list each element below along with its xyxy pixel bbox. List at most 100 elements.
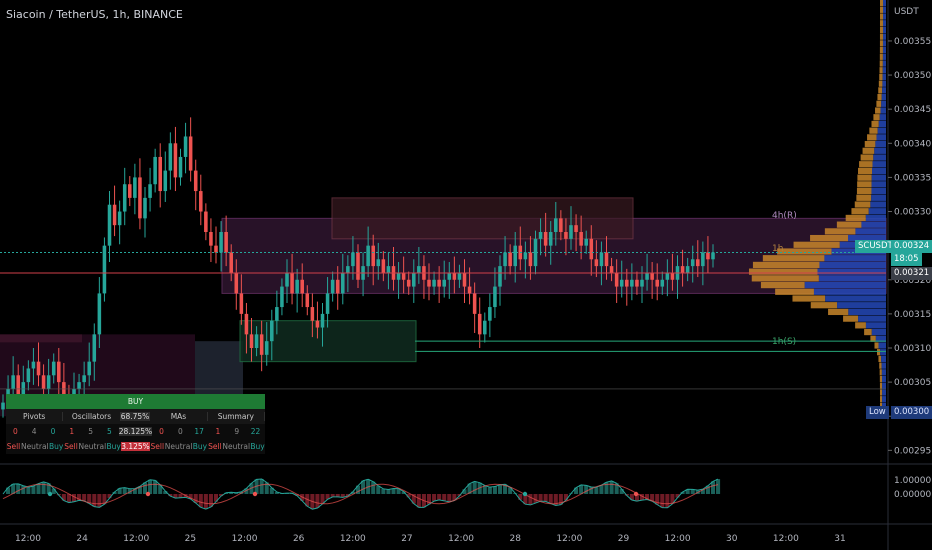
vp-bar-down [854,201,871,208]
vp-bar-up [819,261,886,269]
price-tick-label: 0.00305 [894,378,931,388]
vp-bar-up [874,147,886,154]
candle-body [356,252,360,280]
vp-bar-down [856,194,872,201]
vp-bar-down [824,228,856,235]
vp-bar-up [882,53,886,60]
osc-signal-line [2,483,719,505]
candle-body [412,272,416,287]
vp-bar-up [817,268,886,275]
ma-sell-label: Sell [150,442,165,451]
pivots-sell-value: 0 [13,427,18,436]
vp-bar-up [882,402,886,410]
candle-body [594,259,599,267]
vp-bar-down [845,214,866,222]
ma-neutral-value: 0 [177,427,183,436]
summary-buy-label: Buy [250,442,265,451]
vp-bar-down [879,369,882,376]
vp-bar-down [858,167,873,175]
signal-label: BUY [127,397,144,406]
vp-bar-up [818,275,886,282]
candle-body [188,136,193,171]
candle-body [564,232,568,239]
candle-body [680,266,685,273]
candle-body [168,143,173,171]
vp-bar-up [881,369,886,376]
candle-body [31,361,36,369]
vp-bar-down [877,93,882,101]
candle-body [685,266,690,273]
candle-body [457,272,462,280]
vp-bar-up [882,40,886,47]
candle-body [655,279,659,287]
time-tick-label: 12:00 [665,534,691,544]
candle-body [138,177,142,219]
currency-label: USDT [894,7,919,17]
zone-upper [331,197,634,240]
candle-body [401,272,406,280]
vp-bar-down [874,342,879,349]
candle-body [650,272,654,280]
vp-bar-down [856,187,872,195]
vp-bar-down [875,107,881,114]
candle-body [533,238,538,267]
vp-bar-down [859,161,873,168]
vp-bar-down [792,295,826,302]
vp-bar-up [875,140,886,148]
vp-bar-down [879,67,883,74]
zone-left-band [0,334,82,343]
candle-body [325,293,330,314]
sell-pct-cell: 3.125% [121,442,150,451]
candle-body [477,313,482,335]
candle-body [133,177,137,198]
candle-body [640,279,644,287]
last-price-badge: 0.00324 [891,240,932,253]
vp-bar-down [864,140,876,148]
vp-bar-up [825,295,886,302]
time-tick-label: 29 [618,534,630,544]
candle-body [447,272,452,280]
candle-body [645,272,649,280]
vp-bar-down [810,302,838,309]
time-tick-label: 12:00 [123,534,149,544]
candle-body [173,143,178,178]
vp-bar-up [848,234,886,242]
vp-bar-up [865,322,886,329]
candle-body [330,279,335,294]
candle-body [280,286,284,308]
osc-sell-value: 1 [69,427,75,436]
oscillators-header: Oscillators [63,412,121,421]
osc-signal-dot [47,491,53,497]
candle-body [199,191,203,212]
vp-bar-down [879,402,883,410]
vp-bar-down [879,389,883,396]
candle-body [523,252,528,260]
candle-body [320,313,325,328]
vp-bar-down [879,396,883,403]
pivot-mid-label: 1h [772,244,783,254]
time-tick-label: 12:00 [15,534,41,544]
time-tick-label: 12:00 [232,534,258,544]
candle-body [209,232,213,246]
time-tick-label: 26 [293,534,305,544]
candle-body [351,252,355,267]
vp-bar-down [762,255,825,262]
candle-body [315,320,320,328]
price-tick-label: 0.00330 [894,208,931,218]
ref-price-badge: 0.00321 [891,267,932,280]
vp-bar-down [879,33,883,40]
candle-body [204,211,208,232]
vp-bar-up [882,389,886,396]
candle-body [219,232,223,253]
candle-body [112,204,117,226]
candle-body [488,307,492,321]
candle-body [46,375,51,389]
vp-bar-up [873,154,886,161]
candle-body [335,279,340,294]
vp-bar-up [882,73,886,81]
vp-bar-up [882,80,886,87]
candle-body [16,375,20,396]
candle-body [102,245,107,294]
price-tick-label: 0.00335 [894,173,931,183]
